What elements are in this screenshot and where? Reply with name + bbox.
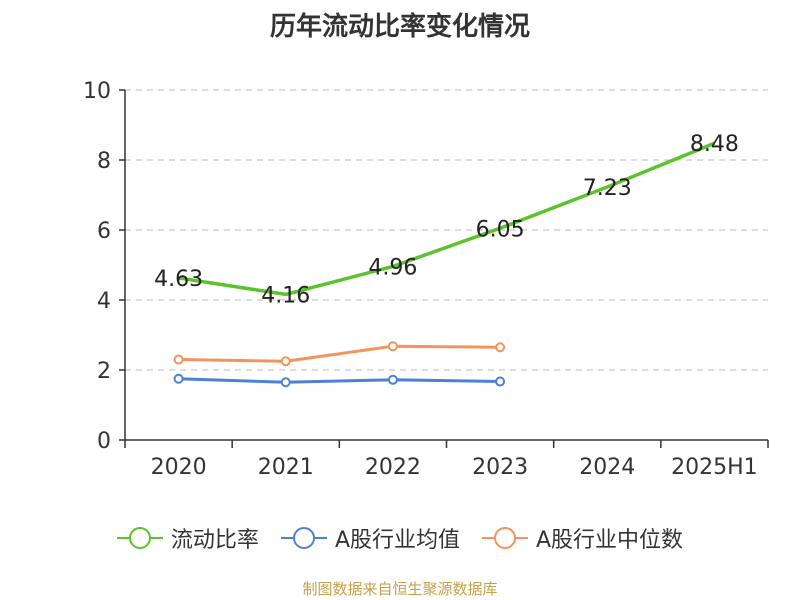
- data-point: [495, 342, 506, 353]
- data-point: [387, 341, 398, 352]
- data-label: 6.05: [476, 217, 525, 242]
- legend-label: A股行业中位数: [536, 528, 684, 553]
- legend-swatch: [482, 526, 528, 550]
- series-line: [178, 377, 501, 384]
- data-label: 4.63: [154, 267, 203, 292]
- data-label: 7.23: [583, 176, 632, 201]
- legend-item[interactable]: 流动比率: [116, 522, 259, 554]
- y-tick-label: 2: [97, 359, 111, 384]
- y-tick-label: 10: [83, 79, 111, 104]
- data-labels: 4.63 4.16 4.96 6.05 7.23 8.48: [154, 132, 739, 308]
- y-tick-label: 6: [97, 219, 111, 244]
- data-label: 4.96: [368, 255, 417, 280]
- data-point: [173, 373, 184, 384]
- data-label: 8.48: [690, 132, 739, 157]
- y-tick-label: 4: [97, 289, 111, 314]
- y-tick-label: 8: [97, 149, 111, 174]
- y-tick-label: 0: [97, 429, 111, 454]
- legend-label: A股行业均值: [334, 528, 460, 553]
- data-point: [280, 356, 291, 367]
- x-tick-label: 2022: [365, 455, 421, 480]
- x-tick-label: 2024: [579, 455, 635, 480]
- legend-item[interactable]: A股行业中位数: [482, 522, 683, 554]
- x-tick-label: 2025H1: [671, 455, 758, 480]
- series-group: [173, 141, 716, 388]
- legend: 流动比率 A股行业均值 A股行业中位数: [0, 518, 800, 558]
- legend-label: 流动比率: [170, 528, 259, 553]
- data-point: [387, 374, 398, 385]
- source-note: 制图数据来自恒生聚源数据库: [302, 580, 498, 598]
- series-line: [178, 141, 716, 297]
- x-tick-label: 2023: [472, 455, 528, 480]
- grid-lines: [125, 89, 768, 371]
- data-label: 4.16: [261, 283, 310, 308]
- x-tick-label: 2020: [151, 455, 207, 480]
- legend-swatch: [116, 526, 163, 550]
- legend-item[interactable]: A股行业均值: [280, 522, 460, 554]
- data-point: [173, 354, 184, 365]
- x-tick-label: 2021: [258, 455, 314, 480]
- chart-title: 历年流动比率变化情况: [269, 12, 530, 42]
- data-point: [280, 377, 291, 388]
- data-point: [495, 376, 506, 387]
- axes: 0 2 4 6 8 10 2020 2021 2022 2023 2024 2025H1: [83, 79, 769, 480]
- legend-swatch: [280, 526, 327, 550]
- series-line: [178, 344, 501, 363]
